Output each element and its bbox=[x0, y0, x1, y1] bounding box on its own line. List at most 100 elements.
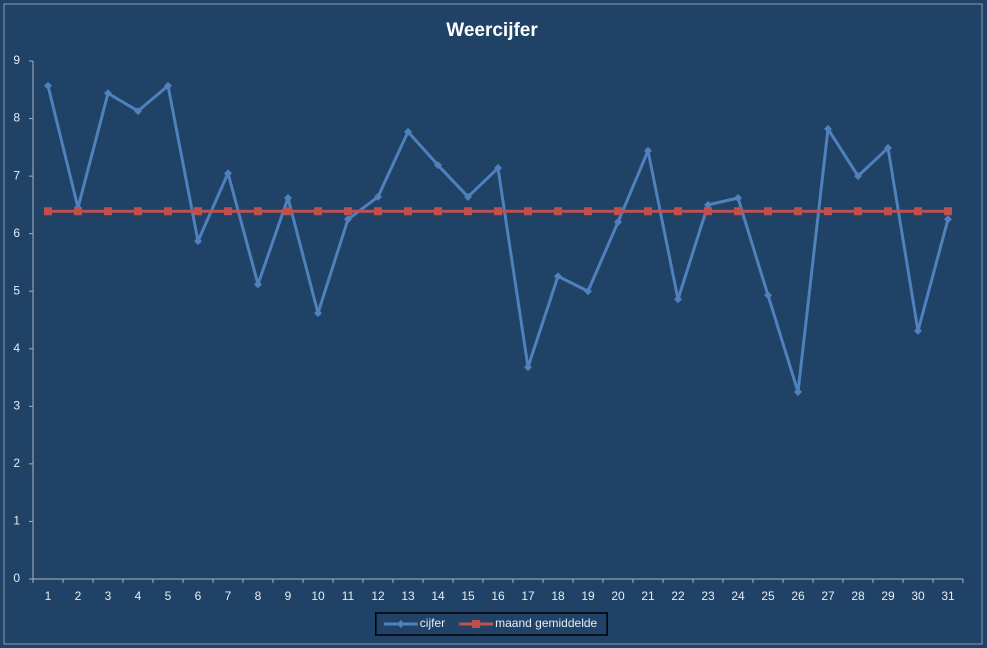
x-tick-label: 18 bbox=[551, 589, 565, 603]
point-marker bbox=[524, 363, 532, 372]
point-marker bbox=[404, 127, 412, 136]
legend-box bbox=[375, 612, 608, 636]
y-tick-label: 1 bbox=[13, 514, 20, 528]
point-marker bbox=[254, 280, 262, 289]
point-marker bbox=[944, 215, 952, 224]
point-marker bbox=[644, 207, 652, 216]
point-marker bbox=[734, 193, 742, 202]
point-marker bbox=[884, 207, 892, 216]
x-tick-label: 29 bbox=[881, 589, 895, 603]
point-marker bbox=[554, 272, 562, 281]
point-marker bbox=[194, 237, 202, 246]
x-tick-label: 5 bbox=[165, 589, 172, 603]
point-marker bbox=[344, 207, 352, 216]
x-tick-label: 20 bbox=[611, 589, 625, 603]
x-tick-label: 24 bbox=[731, 589, 745, 603]
x-tick-label: 4 bbox=[135, 589, 142, 603]
point-marker bbox=[944, 207, 952, 216]
point-marker bbox=[164, 207, 172, 216]
point-marker bbox=[396, 620, 405, 628]
point-marker bbox=[464, 192, 472, 201]
x-tick-label: 27 bbox=[821, 589, 835, 603]
y-tick-label: 2 bbox=[13, 456, 20, 470]
point-marker bbox=[854, 207, 862, 216]
point-marker bbox=[734, 207, 742, 216]
point-marker bbox=[284, 193, 292, 202]
x-tick-label: 28 bbox=[851, 589, 865, 603]
point-marker bbox=[134, 107, 142, 116]
point-marker bbox=[434, 161, 442, 170]
point-marker bbox=[674, 207, 682, 216]
point-marker bbox=[254, 207, 262, 216]
point-marker bbox=[314, 207, 322, 216]
point-marker bbox=[584, 207, 592, 216]
point-marker bbox=[704, 200, 712, 209]
point-marker bbox=[494, 207, 502, 216]
point-marker bbox=[44, 207, 52, 216]
point-marker bbox=[884, 143, 892, 152]
x-tick-label: 17 bbox=[521, 589, 535, 603]
point-marker bbox=[824, 207, 832, 216]
point-marker bbox=[854, 172, 862, 181]
x-tick-label: 25 bbox=[761, 589, 775, 603]
point-marker bbox=[472, 620, 481, 628]
x-tick-label: 7 bbox=[225, 589, 232, 603]
point-marker bbox=[614, 207, 622, 216]
point-marker bbox=[74, 207, 82, 216]
point-marker bbox=[704, 207, 712, 216]
point-marker bbox=[554, 207, 562, 216]
x-tick-label: 16 bbox=[491, 589, 505, 603]
y-tick-label: 5 bbox=[13, 283, 20, 297]
point-marker bbox=[464, 207, 472, 216]
point-marker bbox=[104, 207, 112, 216]
x-tick-label: 11 bbox=[342, 589, 355, 603]
y-tick-label: 3 bbox=[13, 399, 20, 413]
point-marker bbox=[614, 218, 622, 227]
x-tick-label: 8 bbox=[255, 589, 262, 603]
point-marker bbox=[494, 164, 502, 173]
y-tick-label: 0 bbox=[13, 571, 20, 585]
point-marker bbox=[524, 207, 532, 216]
x-tick-label: 1 bbox=[45, 589, 52, 603]
x-tick-label: 10 bbox=[311, 589, 325, 603]
y-tick-label: 7 bbox=[13, 168, 20, 182]
x-tick-label: 30 bbox=[911, 589, 925, 603]
x-tick-label: 22 bbox=[671, 589, 685, 603]
point-marker bbox=[824, 124, 832, 133]
point-marker bbox=[224, 207, 232, 216]
chart-title: Weercijfer bbox=[446, 20, 538, 41]
x-tick-label: 6 bbox=[195, 589, 202, 603]
point-marker bbox=[284, 207, 292, 216]
x-tick-label: 19 bbox=[581, 589, 595, 603]
x-tick-label: 12 bbox=[371, 589, 385, 603]
point-marker bbox=[764, 207, 772, 216]
point-marker bbox=[374, 207, 382, 216]
point-marker bbox=[794, 207, 802, 216]
point-marker bbox=[434, 207, 442, 216]
y-tick-label: 6 bbox=[13, 226, 20, 240]
point-marker bbox=[194, 207, 202, 216]
point-marker bbox=[44, 81, 52, 90]
x-tick-label: 2 bbox=[75, 589, 82, 603]
point-marker bbox=[914, 207, 922, 216]
point-marker bbox=[374, 192, 382, 201]
point-marker bbox=[584, 287, 592, 296]
legend-label: cijfer bbox=[420, 616, 445, 630]
x-tick-label: 14 bbox=[431, 589, 445, 603]
x-tick-label: 31 bbox=[941, 589, 955, 603]
legend: cijfer maand gemiddelde bbox=[375, 612, 608, 636]
point-marker bbox=[404, 207, 412, 216]
chart-frame bbox=[3, 3, 983, 645]
point-marker bbox=[134, 207, 142, 216]
x-tick-label: 13 bbox=[401, 589, 415, 603]
x-tick-label: 15 bbox=[461, 589, 475, 603]
point-marker bbox=[224, 169, 232, 178]
point-marker bbox=[344, 215, 352, 224]
point-marker bbox=[644, 146, 652, 155]
point-marker bbox=[164, 81, 172, 90]
y-tick-label: 9 bbox=[13, 53, 20, 67]
point-marker bbox=[914, 326, 922, 335]
point-marker bbox=[794, 387, 802, 396]
point-marker bbox=[314, 309, 322, 318]
